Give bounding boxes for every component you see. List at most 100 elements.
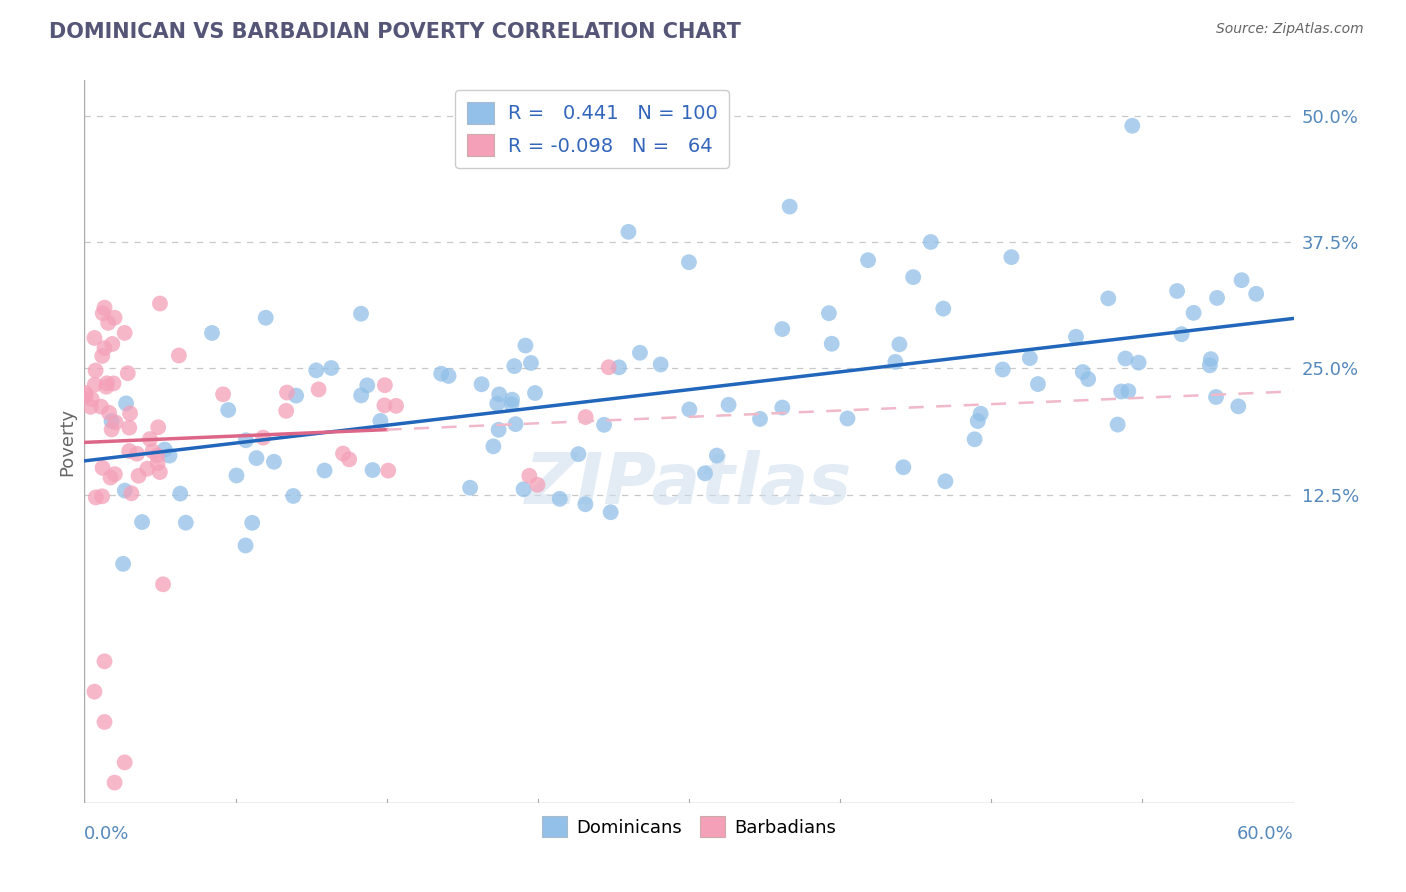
Point — [114, 483, 136, 498]
Point — [385, 399, 408, 413]
Point — [598, 360, 620, 375]
Point — [607, 360, 630, 375]
Point — [91, 460, 114, 475]
Point — [337, 452, 360, 467]
Point — [153, 442, 176, 457]
Point — [104, 416, 127, 430]
Point — [84, 363, 107, 377]
Point — [120, 486, 142, 500]
Point — [350, 307, 373, 321]
Point — [1000, 250, 1022, 264]
Point — [104, 310, 127, 325]
Point — [93, 301, 115, 315]
Point — [373, 398, 395, 412]
Point — [100, 422, 122, 436]
Point — [650, 358, 672, 372]
Point — [430, 367, 453, 381]
Point — [1116, 384, 1139, 399]
Point — [1128, 356, 1150, 370]
Point — [276, 385, 298, 400]
Point — [101, 337, 124, 351]
Text: Source: ZipAtlas.com: Source: ZipAtlas.com — [1216, 22, 1364, 37]
Point — [693, 467, 716, 481]
Point — [263, 455, 285, 469]
Point — [593, 417, 616, 432]
Point — [1170, 327, 1192, 342]
Point — [75, 386, 97, 401]
Point — [706, 449, 728, 463]
Text: DOMINICAN VS BARBADIAN POVERTY CORRELATION CHART: DOMINICAN VS BARBADIAN POVERTY CORRELATI… — [49, 22, 741, 42]
Point — [118, 420, 141, 434]
Point — [526, 477, 548, 491]
Point — [104, 775, 127, 789]
Point — [136, 461, 159, 475]
Point — [235, 434, 257, 448]
Legend: Dominicans, Barbadians: Dominicans, Barbadians — [534, 809, 844, 845]
Point — [512, 483, 534, 497]
Point — [524, 386, 547, 401]
Point — [225, 468, 247, 483]
Point — [90, 400, 112, 414]
Point — [1107, 417, 1129, 432]
Point — [901, 270, 924, 285]
Point — [285, 389, 308, 403]
Point — [1205, 390, 1227, 404]
Point — [574, 497, 596, 511]
Point — [75, 388, 97, 402]
Point — [505, 417, 527, 431]
Point — [599, 505, 621, 519]
Point — [93, 714, 115, 729]
Point — [1097, 292, 1119, 306]
Point — [920, 235, 942, 249]
Point — [1244, 286, 1267, 301]
Point — [174, 516, 197, 530]
Point — [114, 326, 136, 340]
Point — [548, 491, 571, 506]
Point — [254, 310, 277, 325]
Point — [486, 396, 509, 410]
Point — [889, 337, 911, 351]
Point — [1121, 119, 1143, 133]
Point — [103, 376, 125, 391]
Point — [1114, 351, 1136, 366]
Point — [146, 420, 169, 434]
Point — [856, 253, 879, 268]
Point — [678, 402, 700, 417]
Point — [1227, 400, 1250, 414]
Point — [501, 397, 523, 411]
Point — [749, 412, 772, 426]
Point — [520, 356, 543, 370]
Point — [149, 465, 172, 479]
Point — [83, 377, 105, 392]
Point — [1077, 372, 1099, 386]
Point — [115, 396, 138, 410]
Point — [91, 349, 114, 363]
Point — [118, 444, 141, 458]
Point — [488, 423, 510, 437]
Point — [321, 361, 343, 376]
Point — [245, 451, 267, 466]
Point — [91, 489, 114, 503]
Point — [932, 301, 955, 316]
Point — [217, 403, 239, 417]
Point — [305, 363, 328, 377]
Point — [139, 432, 162, 446]
Point — [152, 577, 174, 591]
Point — [361, 463, 384, 477]
Point — [934, 475, 956, 489]
Point — [1182, 306, 1205, 320]
Point — [1018, 351, 1040, 365]
Point — [884, 355, 907, 369]
Point — [141, 444, 163, 458]
Point — [1064, 330, 1087, 344]
Point — [821, 336, 844, 351]
Point — [770, 401, 793, 415]
Point — [517, 468, 540, 483]
Point — [437, 368, 460, 383]
Point — [114, 756, 136, 770]
Point — [488, 387, 510, 401]
Point — [149, 296, 172, 310]
Point — [100, 470, 122, 484]
Point — [283, 489, 305, 503]
Point — [818, 306, 841, 320]
